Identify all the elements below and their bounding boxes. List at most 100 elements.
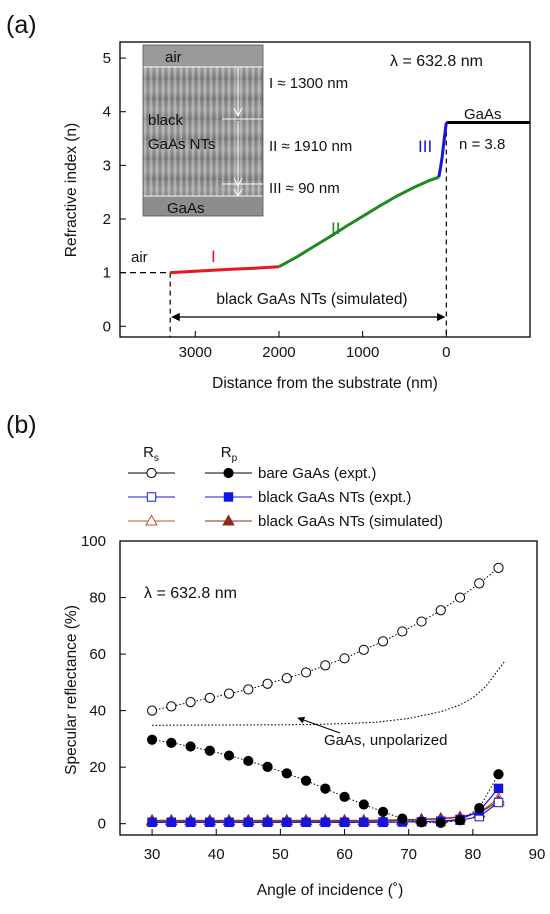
span-label: black GaAs NTs (simulated) xyxy=(216,291,407,308)
data-point xyxy=(223,750,235,761)
data-point xyxy=(300,667,312,678)
data-point xyxy=(262,678,273,689)
y-tick-label: 80 xyxy=(89,590,106,607)
data-point xyxy=(185,741,196,752)
legend-entry-nts-expt: black GaAs NTs (expt.) xyxy=(258,489,411,506)
legend-marker xyxy=(222,514,235,526)
data-point xyxy=(204,692,215,703)
legend-marker xyxy=(146,467,157,479)
x-tick-label: 3000 xyxy=(179,344,212,361)
data-point xyxy=(185,817,196,827)
panel-b-x-axis-label: Angle of incidence (˚) xyxy=(257,882,403,899)
gaas-substrate-label: GaAs xyxy=(464,106,502,123)
data-point xyxy=(281,673,292,684)
data-point xyxy=(454,592,466,603)
sem-substrate-band xyxy=(143,196,263,216)
x-tick-label: 50 xyxy=(272,846,289,863)
sem-gaas-label: GaAs xyxy=(167,200,205,217)
panel-a-y-axis-label: Refractive index (n) xyxy=(63,123,80,257)
x-tick-label: 60 xyxy=(336,846,353,863)
sem-air-band xyxy=(143,45,263,66)
data-point xyxy=(435,817,446,828)
region-label-2: II xyxy=(331,219,340,238)
sem-image xyxy=(143,45,263,216)
data-point xyxy=(204,745,215,756)
data-point xyxy=(166,817,177,827)
x-tick-label: 80 xyxy=(465,846,482,863)
data-point xyxy=(358,644,369,655)
panel-b-axes: 0 20 40 60 80 100 30 40 50 60 70 80 90 Specular ref… xyxy=(63,533,545,899)
unpolarized-curve xyxy=(152,660,506,726)
data-point xyxy=(320,660,331,671)
data-point xyxy=(378,817,388,827)
y-tick-label: 4 xyxy=(103,104,111,121)
panel-b-wavelength: λ = 632.8 nm xyxy=(144,585,237,602)
data-point xyxy=(146,734,158,745)
data-point xyxy=(377,636,389,647)
sem-nts-label: GaAs NTs xyxy=(148,136,216,153)
x-tick-label: 90 xyxy=(529,846,546,863)
data-point xyxy=(339,817,350,827)
data-point xyxy=(185,697,196,708)
legend-marker xyxy=(145,514,158,526)
panel-a-y-ticks: 0 1 2 3 4 5 xyxy=(103,50,126,335)
data-point xyxy=(320,817,330,827)
unpolarized-annotation: GaAs, unpolarized xyxy=(324,732,447,749)
data-point xyxy=(397,626,408,637)
data-point xyxy=(474,578,485,589)
y-tick-label: 0 xyxy=(103,318,111,335)
legend-rp-header: Rp xyxy=(221,444,238,464)
data-point xyxy=(262,817,273,827)
data-point xyxy=(493,797,504,808)
legend-marker xyxy=(223,467,234,479)
x-tick-label: 2000 xyxy=(262,344,295,361)
data-point xyxy=(243,755,254,767)
unpolarized-arrow xyxy=(297,716,341,734)
data-point xyxy=(224,817,234,827)
panel-b-x-ticks: 30 40 50 60 70 80 90 xyxy=(144,829,546,863)
data-point xyxy=(397,813,408,824)
data-point xyxy=(435,605,446,616)
legend-entry-bare: bare GaAs (expt.) xyxy=(258,465,376,482)
data-point xyxy=(493,769,504,780)
thickness-label-3: III ≈ 90 nm xyxy=(269,180,340,197)
legend-marker xyxy=(223,492,234,502)
data-point xyxy=(454,815,466,826)
panel-b-label: (b) xyxy=(6,411,37,439)
x-tick-label: 40 xyxy=(208,846,225,863)
panel-b-frame xyxy=(119,540,538,836)
x-tick-label: 1000 xyxy=(346,344,379,361)
panel-b-y-ticks: 0 20 40 60 80 100 xyxy=(81,533,126,833)
data-point xyxy=(339,791,350,802)
sem-air-label: air xyxy=(165,49,182,66)
y-tick-label: 3 xyxy=(103,157,111,174)
data-point xyxy=(339,653,350,664)
thickness-label-2: II ≈ 1910 nm xyxy=(269,138,352,155)
data-point xyxy=(493,562,504,573)
y-tick-label: 100 xyxy=(81,533,106,550)
region-label-3: III xyxy=(418,137,432,156)
panel-a-x-ticks: 3000 2000 1000 0 xyxy=(179,331,450,361)
y-tick-label: 2 xyxy=(103,211,111,228)
legend-entry-nts-sim: black GaAs NTs (simulated) xyxy=(258,513,443,530)
panel-b-legend: Rs Rp bare GaAs (expt.) black GaAs NTs (… xyxy=(128,444,443,530)
legend-marker xyxy=(146,492,157,502)
thickness-label-1: I ≈ 1300 nm xyxy=(269,75,348,92)
sem-inset: air black GaAs NTs GaAs I ≈ 1300 nm II ≈… xyxy=(142,44,352,217)
panel-a-label: (a) xyxy=(6,11,37,39)
data-point xyxy=(416,616,427,627)
x-tick-label: 0 xyxy=(442,344,450,361)
data-point xyxy=(166,701,177,712)
panel-a-x-axis-label: Distance from the substrate (nm) xyxy=(212,375,438,392)
x-tick-label: 70 xyxy=(400,846,417,863)
profile-region-1 xyxy=(170,265,280,275)
panel-a-axes: 0 1 2 3 4 5 3000 2000 1000 0 Refractive index (n… xyxy=(63,41,531,392)
x-tick-label: 30 xyxy=(144,846,161,863)
sem-black-label: black xyxy=(148,112,184,129)
data-point xyxy=(243,684,254,695)
y-tick-label: 5 xyxy=(103,50,111,67)
y-tick-label: 0 xyxy=(98,816,106,833)
series-line xyxy=(152,739,499,824)
profile-region-2 xyxy=(278,175,440,269)
